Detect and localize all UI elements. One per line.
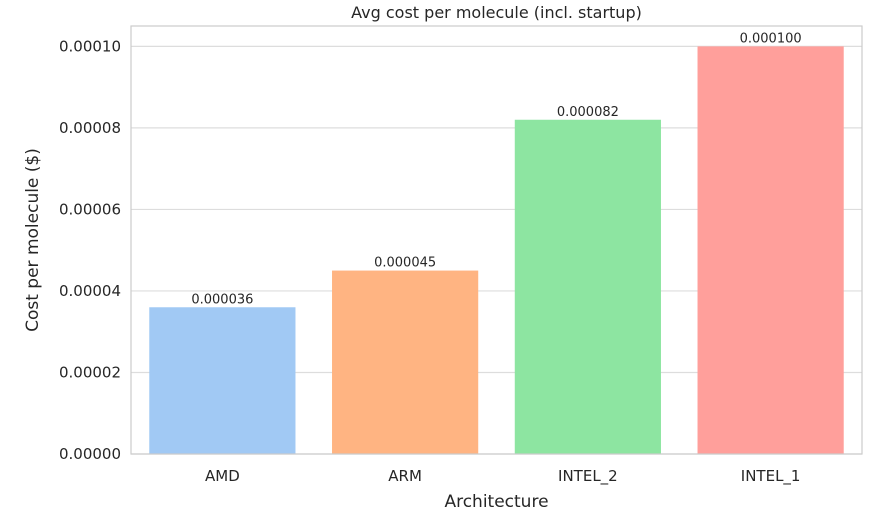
x-tick-labels: AMD ARM INTEL_2 INTEL_1 [205, 467, 800, 486]
x-tick-label: INTEL_1 [741, 467, 801, 486]
plot-frame [130, 25, 863, 455]
y-tick-label: 0.00002 [59, 363, 121, 381]
y-tick-label: 0.00008 [59, 119, 121, 137]
y-tick-label: 0.00000 [59, 445, 121, 463]
bar-intel-2 [514, 119, 661, 454]
y-tick-label: 0.00010 [59, 37, 121, 55]
y-tick-labels: 0.00000 0.00002 0.00004 0.00006 0.00008 0.000… [59, 37, 121, 463]
bar-intel-1 [697, 46, 844, 454]
data-label: 0.000045 [374, 256, 436, 271]
y-axis-title: Cost per molecule ($) [23, 148, 43, 332]
y-tick-label: 0.00004 [59, 282, 121, 300]
x-axis-title: Architecture [444, 492, 548, 512]
data-label: 0.000100 [740, 31, 802, 46]
bars [149, 46, 844, 454]
bar-amd [149, 307, 296, 454]
bar-arm [332, 270, 479, 454]
chart-title: Avg cost per molecule (incl. startup) [351, 3, 642, 22]
data-label: 0.000036 [191, 292, 253, 307]
y-tick-label: 0.00006 [59, 200, 121, 218]
x-tick-label: ARM [388, 467, 422, 485]
x-tick-label: INTEL_2 [558, 467, 618, 486]
data-labels: 0.000036 0.000045 0.000082 0.000100 [191, 31, 801, 307]
data-label: 0.000082 [557, 105, 619, 120]
x-tick-label: AMD [205, 467, 240, 485]
